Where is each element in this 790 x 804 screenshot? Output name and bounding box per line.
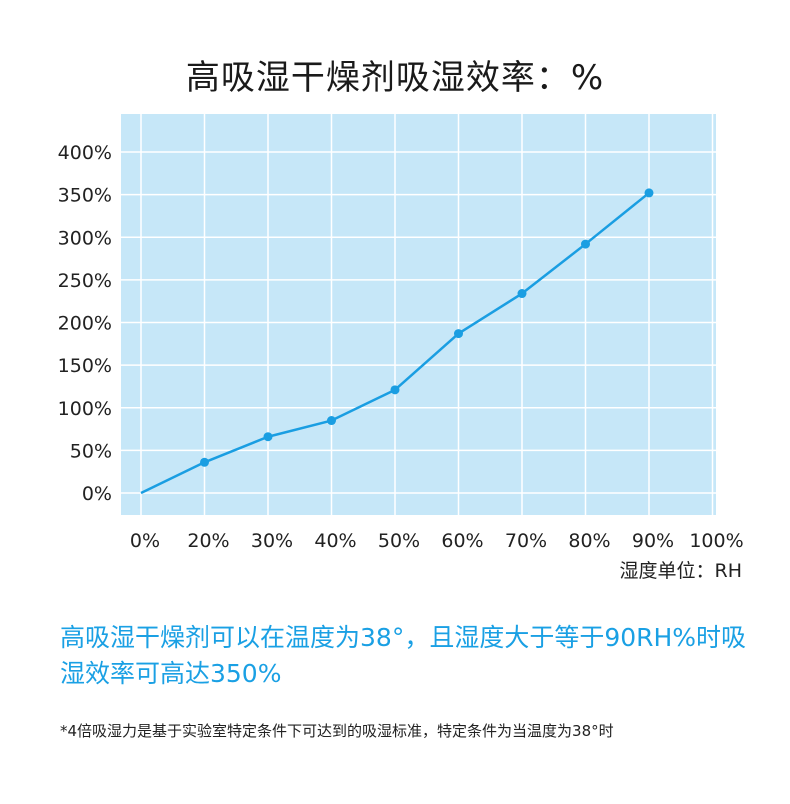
y-tick-label: 200% (58, 313, 112, 335)
data-point (390, 385, 400, 395)
data-point (644, 188, 654, 198)
y-tick-label: 400% (58, 142, 112, 164)
line-chart: 0% 50% 100% 150% 200% 250% 300% 350% 400% 0% 20% 3… (58, 114, 744, 552)
footnote: *4倍吸湿力是基于实验室特定条件下可达到的吸湿标准，特定条件为当温度为38°时 (60, 722, 614, 740)
x-tick-label: 80% (568, 530, 610, 552)
highlight-text: 高吸湿干燥剂可以在温度为38°，且湿度大于等于90RH%时吸湿效率可高达350% (60, 623, 747, 688)
x-tick-label: 40% (314, 530, 356, 552)
y-tick-label: 100% (58, 398, 112, 420)
data-point (517, 289, 527, 299)
x-tick-label: 20% (187, 530, 229, 552)
y-axis-ticks: 0% 50% 100% 150% 200% 250% 300% 350% 400% (58, 142, 112, 505)
x-tick-label: 0% (130, 530, 160, 552)
data-point (200, 457, 209, 467)
x-tick-label: 90% (632, 530, 674, 552)
x-tick-label: 70% (505, 530, 547, 552)
series-group (140, 188, 654, 495)
y-tick-label: 300% (58, 227, 112, 249)
y-tick-label: 150% (58, 355, 112, 377)
x-tick-label: 30% (251, 530, 293, 552)
grid-lines (121, 114, 716, 515)
y-tick-label: 350% (58, 185, 112, 207)
y-tick-label: 0% (82, 483, 112, 505)
y-tick-label: 250% (58, 270, 112, 292)
x-tick-label: 60% (441, 530, 483, 552)
data-point (327, 416, 336, 426)
x-tick-label: 50% (378, 530, 420, 552)
data-point (581, 239, 590, 249)
x-axis-ticks: 0% 20% 30% 40% 50% 60% 70% 80% 90% 100% (130, 530, 744, 552)
plot-area (121, 114, 716, 515)
x-axis-unit-label: 湿度单位：RH (619, 560, 743, 582)
y-tick-label: 50% (70, 440, 112, 462)
x-tick-label: 100% (689, 530, 743, 552)
data-point (454, 329, 463, 339)
chart-title: 高吸湿干燥剂吸湿效率：% (185, 58, 605, 98)
data-point (263, 432, 273, 442)
